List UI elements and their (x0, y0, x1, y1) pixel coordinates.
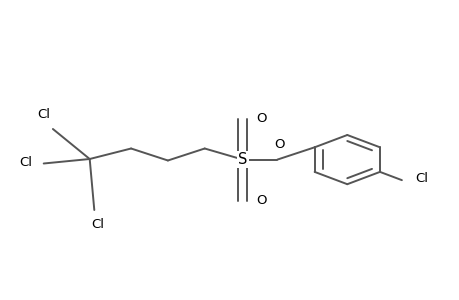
Text: O: O (256, 194, 267, 208)
Text: S: S (238, 152, 247, 167)
Text: O: O (274, 138, 284, 151)
Text: Cl: Cl (38, 109, 50, 122)
Text: O: O (256, 112, 267, 125)
Text: Cl: Cl (19, 156, 32, 169)
Text: Cl: Cl (415, 172, 428, 185)
Text: Cl: Cl (91, 218, 104, 230)
